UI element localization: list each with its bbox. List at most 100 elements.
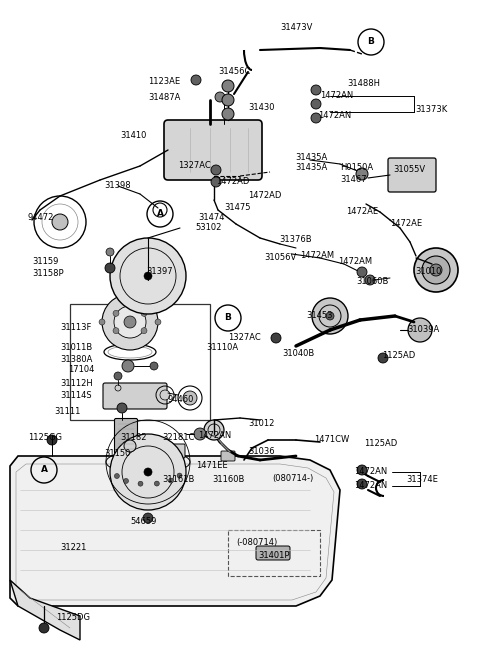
Text: 31473V: 31473V <box>280 24 312 33</box>
Text: 31060B: 31060B <box>356 277 388 287</box>
Text: 31398: 31398 <box>104 182 131 190</box>
Text: 31401P: 31401P <box>258 550 289 560</box>
Text: 31160B: 31160B <box>212 476 244 485</box>
Circle shape <box>422 256 450 284</box>
Polygon shape <box>10 456 340 606</box>
Circle shape <box>122 360 134 372</box>
Circle shape <box>124 316 136 328</box>
Circle shape <box>177 473 182 478</box>
Circle shape <box>124 440 136 452</box>
FancyBboxPatch shape <box>221 451 235 461</box>
Text: 17104: 17104 <box>68 365 95 375</box>
Text: 1472AE: 1472AE <box>390 220 422 228</box>
Circle shape <box>102 294 158 350</box>
Circle shape <box>211 177 221 187</box>
Text: B: B <box>368 37 374 47</box>
Text: 31159: 31159 <box>32 258 59 266</box>
Circle shape <box>312 298 348 334</box>
Circle shape <box>191 75 201 85</box>
Circle shape <box>378 353 388 363</box>
FancyBboxPatch shape <box>164 120 262 180</box>
Text: 31373K: 31373K <box>415 106 447 115</box>
Circle shape <box>271 333 281 343</box>
Circle shape <box>144 272 152 280</box>
Text: 1472AN: 1472AN <box>354 482 387 491</box>
Circle shape <box>204 420 224 440</box>
Text: 1125AD: 1125AD <box>382 352 415 361</box>
Text: 31010: 31010 <box>415 268 442 276</box>
Text: 31055V: 31055V <box>393 165 425 174</box>
Text: 31474: 31474 <box>198 213 225 222</box>
Circle shape <box>311 85 321 95</box>
Text: 1327AC: 1327AC <box>178 161 211 171</box>
Text: 1471EE: 1471EE <box>196 462 228 470</box>
Circle shape <box>311 99 321 109</box>
Circle shape <box>117 403 127 413</box>
Text: 31410: 31410 <box>120 131 146 140</box>
Text: 31039A: 31039A <box>407 325 439 335</box>
Bar <box>70 304 210 420</box>
Text: 1472AN: 1472AN <box>320 91 353 100</box>
Text: 1472AD: 1472AD <box>248 192 281 201</box>
Polygon shape <box>10 580 80 640</box>
Text: 1123AE: 1123AE <box>148 77 180 87</box>
Text: 31110A: 31110A <box>206 344 238 352</box>
Circle shape <box>357 267 367 277</box>
Text: 31435A: 31435A <box>295 154 327 163</box>
Text: 31114S: 31114S <box>60 392 92 401</box>
Text: 31380A: 31380A <box>60 356 92 365</box>
Bar <box>228 530 320 576</box>
Circle shape <box>357 465 367 475</box>
Circle shape <box>114 306 146 338</box>
Text: 31111: 31111 <box>54 407 80 417</box>
Circle shape <box>311 113 321 123</box>
Circle shape <box>143 513 153 523</box>
Circle shape <box>365 275 375 285</box>
Text: 31430: 31430 <box>248 104 275 112</box>
Text: 54659: 54659 <box>130 518 156 527</box>
Text: 31475: 31475 <box>224 203 251 213</box>
Circle shape <box>430 264 442 276</box>
Text: 31456C: 31456C <box>218 68 251 77</box>
Circle shape <box>99 319 105 325</box>
Circle shape <box>414 248 458 292</box>
Text: 31467: 31467 <box>340 176 367 184</box>
Circle shape <box>183 391 197 405</box>
Text: 31376B: 31376B <box>279 236 312 245</box>
Circle shape <box>144 468 152 476</box>
Circle shape <box>357 479 367 489</box>
Circle shape <box>155 481 159 486</box>
Text: 31158P: 31158P <box>32 270 64 279</box>
Circle shape <box>114 372 122 380</box>
FancyBboxPatch shape <box>388 158 436 192</box>
Text: 94460: 94460 <box>168 396 194 405</box>
Text: A: A <box>40 466 48 474</box>
Circle shape <box>408 318 432 342</box>
Circle shape <box>155 319 161 325</box>
Text: 31397: 31397 <box>146 268 173 276</box>
Circle shape <box>47 435 57 445</box>
Text: 31435A: 31435A <box>295 163 327 173</box>
Text: 31040B: 31040B <box>282 350 314 358</box>
Text: H0150A: H0150A <box>340 163 373 173</box>
Circle shape <box>211 165 221 175</box>
Circle shape <box>150 362 158 370</box>
FancyBboxPatch shape <box>103 383 167 409</box>
Text: 31113F: 31113F <box>60 323 91 333</box>
Circle shape <box>326 312 334 320</box>
Text: 94472: 94472 <box>28 213 54 222</box>
Text: 31161B: 31161B <box>162 476 194 485</box>
Text: 1125AD: 1125AD <box>364 440 397 449</box>
Circle shape <box>110 434 186 510</box>
Text: 31487A: 31487A <box>148 94 180 102</box>
Circle shape <box>110 238 186 314</box>
Circle shape <box>194 428 206 440</box>
Text: 1327AC: 1327AC <box>228 333 261 342</box>
Circle shape <box>39 623 49 633</box>
Text: A: A <box>156 209 164 218</box>
Text: 1125DG: 1125DG <box>56 613 90 623</box>
Text: 31150: 31150 <box>104 449 131 459</box>
Circle shape <box>123 478 129 483</box>
FancyBboxPatch shape <box>256 546 290 560</box>
Circle shape <box>356 168 368 180</box>
